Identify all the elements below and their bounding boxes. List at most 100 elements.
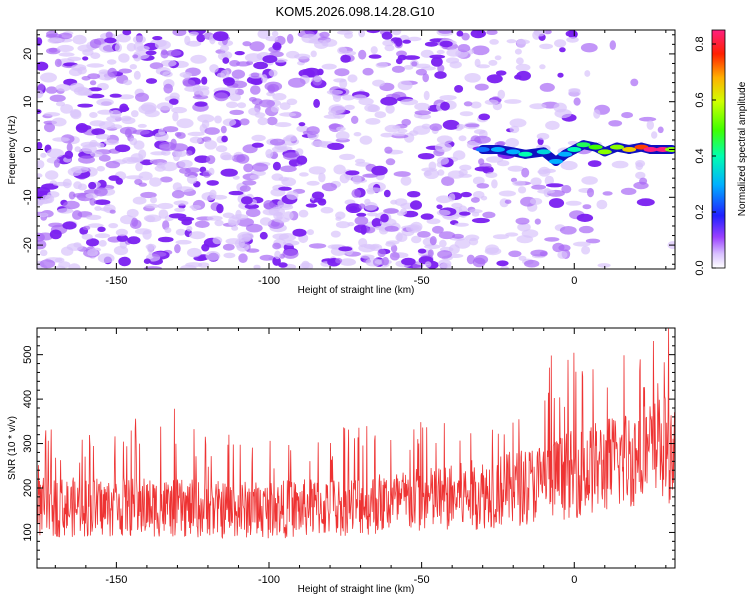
noise-blob — [97, 226, 106, 232]
noise-blob — [448, 193, 456, 202]
noise-blob — [396, 232, 403, 242]
noise-blob — [400, 208, 408, 216]
noise-blob — [364, 244, 380, 249]
snr-x-label: Height of straight line (km) — [298, 584, 415, 595]
noise-blob — [596, 199, 608, 210]
noise-blob — [179, 71, 193, 78]
noise-blob — [94, 233, 111, 239]
noise-blob — [336, 126, 346, 132]
noise-blob — [175, 228, 186, 236]
noise-blob — [573, 241, 591, 247]
noise-blob — [97, 253, 115, 264]
noise-blob — [438, 259, 452, 269]
noise-blob — [464, 73, 481, 83]
noise-blob — [228, 190, 244, 196]
noise-blob — [45, 170, 59, 180]
noise-blob — [90, 151, 103, 158]
noise-blob — [220, 125, 227, 134]
noise-blob — [154, 40, 171, 50]
noise-blob — [252, 162, 269, 172]
noise-blob — [216, 203, 224, 214]
y-tick-label: -20 — [22, 237, 34, 253]
noise-blob — [578, 225, 594, 234]
noise-blob — [232, 175, 240, 180]
noise-blob — [261, 74, 268, 83]
noise-blob — [327, 244, 342, 249]
noise-blob — [229, 93, 241, 102]
snr-background — [37, 328, 675, 568]
noise-blob — [330, 230, 341, 238]
noise-blob — [142, 229, 152, 240]
noise-blob — [116, 33, 131, 43]
noise-blob — [286, 50, 300, 59]
noise-blob — [47, 37, 63, 44]
noise-blob — [491, 179, 498, 189]
noise-blob — [54, 265, 66, 269]
x-tick-label: -100 — [258, 275, 280, 287]
noise-blob — [391, 65, 405, 73]
noise-blob — [37, 199, 49, 205]
noise-blob — [305, 203, 318, 208]
noise-blob — [96, 165, 106, 172]
noise-blob — [561, 185, 572, 194]
noise-blob — [114, 43, 122, 53]
noise-blob — [431, 57, 443, 67]
noise-blob — [375, 62, 388, 68]
noise-blob — [456, 123, 466, 130]
noise-blob — [365, 258, 382, 267]
noise-blob — [582, 204, 592, 210]
noise-blob — [268, 69, 278, 77]
noise-blob — [179, 167, 191, 174]
noise-blob — [461, 32, 470, 41]
noise-blob — [58, 52, 75, 57]
noise-blob — [413, 125, 431, 135]
noise-blob — [94, 206, 102, 211]
noise-blob — [76, 124, 92, 131]
noise-blob — [486, 156, 504, 163]
noise-blob — [531, 184, 546, 190]
noise-blob — [274, 122, 292, 128]
noise-blob — [144, 266, 162, 269]
noise-blob — [173, 200, 189, 206]
noise-blob — [321, 63, 337, 70]
noise-blob — [518, 255, 527, 261]
noise-blob — [476, 64, 490, 69]
noise-blob — [559, 47, 566, 53]
noise-blob — [189, 204, 202, 210]
x-tick-label: 0 — [571, 275, 577, 287]
noise-blob — [286, 33, 294, 44]
noise-blob — [49, 229, 62, 240]
noise-blob — [66, 243, 84, 251]
noise-blob — [205, 251, 221, 261]
noise-blob — [251, 134, 266, 142]
noise-blob — [395, 37, 403, 47]
noise-blob — [186, 40, 202, 47]
noise-blob — [360, 225, 367, 235]
noise-blob — [250, 85, 261, 95]
noise-blob — [337, 46, 348, 55]
noise-blob — [317, 68, 324, 76]
noise-blob — [220, 168, 238, 177]
noise-blob — [159, 176, 173, 183]
noise-blob — [98, 42, 116, 53]
noise-blob — [69, 82, 85, 93]
noise-blob — [292, 228, 307, 237]
noise-blob — [611, 160, 629, 169]
noise-blob — [60, 104, 73, 114]
noise-blob — [174, 132, 182, 137]
noise-blob — [639, 116, 657, 122]
noise-blob — [39, 249, 48, 257]
noise-blob — [597, 263, 611, 268]
noise-blob — [95, 133, 111, 140]
noise-blob — [94, 187, 108, 197]
noise-blob — [64, 150, 74, 159]
noise-blob — [354, 216, 369, 226]
noise-blob — [514, 48, 522, 55]
noise-blob — [37, 232, 45, 242]
noise-blob — [122, 30, 132, 36]
noise-blob — [97, 109, 114, 115]
noise-blob — [268, 207, 286, 216]
noise-blob — [306, 229, 314, 236]
colorbar-tick-label: 0.0 — [694, 260, 706, 275]
noise-blob — [436, 204, 443, 210]
